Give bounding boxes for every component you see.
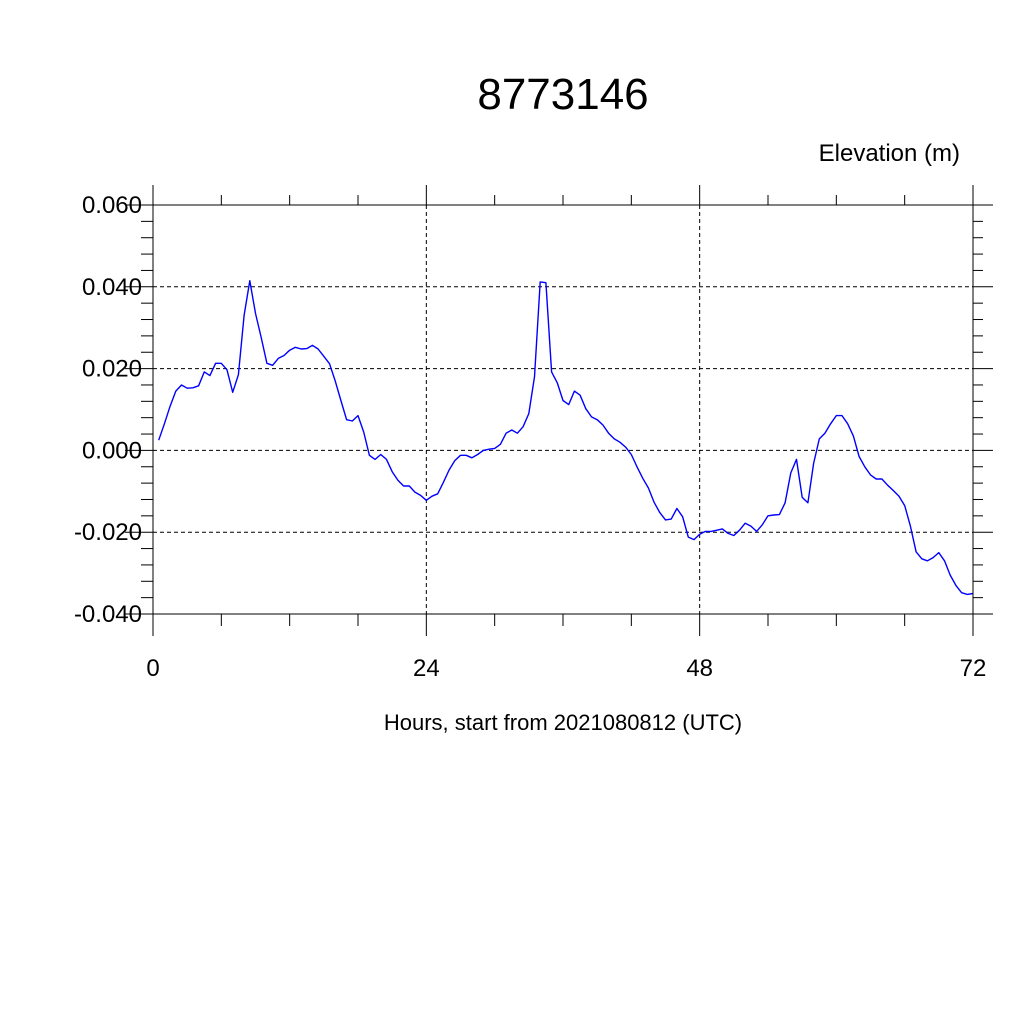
chart-title: 8773146 — [477, 70, 648, 119]
y-tick-label: 0.060 — [82, 192, 142, 219]
y-tick-label: 0.020 — [82, 356, 142, 383]
plot-frame — [152, 204, 974, 615]
series-line — [158, 280, 974, 596]
y-tick-label: -0.040 — [74, 601, 142, 628]
x-axis-label: Hours, start from 2021080812 (UTC) — [384, 710, 742, 735]
axis-ticks — [125, 185, 993, 636]
x-tick-label: 24 — [413, 655, 440, 682]
tick-labels: -0.040 -0.020 0.000 0.020 0.040 0.060 0 24 48 72 — [74, 192, 986, 682]
series-layer — [158, 280, 974, 596]
x-tick-label: 48 — [686, 655, 713, 682]
y-axis-label: Elevation (m) — [819, 140, 960, 167]
x-tick-label: 72 — [960, 655, 987, 682]
x-tick-label: 0 — [146, 655, 159, 682]
y-tick-label: 0.040 — [82, 274, 142, 301]
y-tick-label: 0.000 — [82, 437, 142, 464]
y-tick-label: -0.020 — [74, 519, 142, 546]
